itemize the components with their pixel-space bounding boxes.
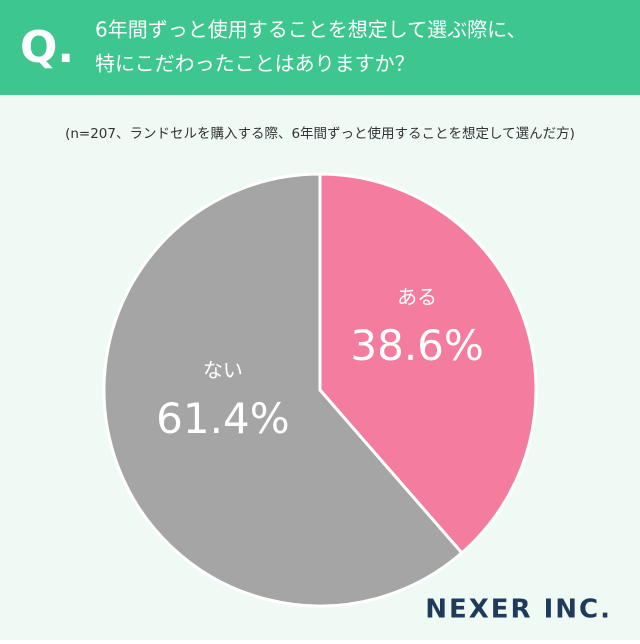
title-line: 6年間ずっと使用することを想定して選ぶ際に、	[95, 18, 527, 42]
slice-value-label: 38.6%	[350, 321, 483, 370]
subtitle: (n=207、ランドセルを購入する際、6年間ずっと使用することを想定して選んだ方…	[65, 125, 575, 142]
title-line: 特にこだわったことはありますか？	[95, 52, 415, 76]
pie-slice	[318, 172, 538, 556]
slice-category: ない	[203, 358, 243, 382]
slice-value-label: 61.4%	[156, 394, 289, 443]
question-mark: Q.	[20, 22, 74, 73]
header-band	[0, 0, 640, 95]
logo: NEXER INC.	[425, 595, 612, 625]
slice-category: ある	[397, 285, 437, 309]
pie-slice	[102, 172, 464, 608]
